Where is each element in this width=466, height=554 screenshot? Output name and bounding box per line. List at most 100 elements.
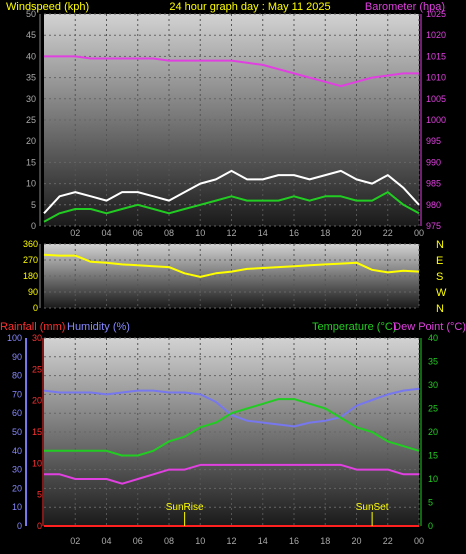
series-wind-direction (43, 253, 420, 278)
humidity-tick-label: 20 (12, 483, 22, 493)
temperature-tick-label: 5 (428, 498, 433, 508)
rainfall-tick-label: 20 (32, 396, 42, 406)
compass-label: N (436, 303, 444, 315)
bottom-x-tick: 14 (258, 536, 268, 546)
windspeed-tick-label: 0 (31, 221, 36, 231)
compass-label: W (436, 287, 447, 299)
humidity-tick-label: 70 (12, 389, 22, 399)
rainfall-tick-label: 10 (32, 458, 42, 468)
chart-title: 24 hour graph day : May 11 2025 (169, 1, 330, 13)
bottom-x-tick: 00 (414, 536, 424, 546)
series-humidity (43, 387, 420, 428)
series-temperature (44, 398, 420, 457)
barometer-tick-label: 1015 (426, 51, 446, 61)
temperature-tick-label: 25 (428, 404, 438, 414)
direction-tick-label: 0 (33, 303, 38, 313)
humidity-tick-label: 80 (12, 371, 22, 381)
humidity-tick-label: 0 (17, 521, 22, 531)
humidity-axis-title: Humidity (%) (67, 321, 130, 333)
wind-x-tick: 16 (289, 228, 299, 238)
series-barometer (44, 55, 419, 88)
wind-x-tick: 10 (195, 228, 205, 238)
humidity-tick-label: 90 (12, 352, 22, 362)
temperature-tick-label: 15 (428, 451, 438, 461)
compass-label: E (436, 255, 443, 267)
windspeed-tick-label: 50 (26, 9, 36, 19)
sunrise-label: SunRise (166, 502, 204, 513)
barometer-tick-label: 1010 (426, 73, 446, 83)
wind-x-tick: 04 (101, 228, 111, 238)
bottom-x-tick: 12 (226, 536, 236, 546)
sunset-label: SunSet (356, 502, 389, 513)
windspeed-tick-label: 25 (26, 115, 36, 125)
wind-x-tick: 12 (226, 228, 236, 238)
humidity-tick-label: 40 (12, 446, 22, 456)
windspeed-tick-label: 20 (26, 136, 36, 146)
barometer-tick-label: 1025 (426, 9, 446, 19)
humidity-tick-label: 30 (12, 465, 22, 475)
rainfall-tick-label: 25 (32, 364, 42, 374)
series-windspeed-gust (43, 169, 420, 214)
windspeed-tick-label: 45 (26, 30, 36, 40)
barometer-tick-label: 990 (426, 157, 441, 167)
barometer-tick-label: 1005 (426, 94, 446, 104)
compass-label: S (436, 271, 443, 283)
rainfall-tick-label: 30 (32, 333, 42, 343)
bottom-x-tick: 18 (320, 536, 330, 546)
bottom-x-tick: 02 (70, 536, 80, 546)
temperature-tick-label: 10 (428, 474, 438, 484)
bottom-x-tick: 10 (195, 536, 205, 546)
wind-x-tick: 14 (258, 228, 268, 238)
series-windspeed-average (43, 191, 420, 223)
humidity-tick-label: 10 (12, 502, 22, 512)
rainfall-tick-label: 5 (37, 490, 42, 500)
windspeed-tick-label: 5 (31, 200, 36, 210)
dewpoint-axis-title: Dew Point (°C) (393, 321, 466, 333)
barometer-tick-label: 975 (426, 221, 441, 231)
rainfall-tick-label: 0 (37, 521, 42, 531)
wind-x-tick: 08 (164, 228, 174, 238)
compass-label: N (436, 239, 444, 251)
temperature-tick-label: 30 (428, 380, 438, 390)
bottom-x-tick: 04 (101, 536, 111, 546)
barometer-tick-label: 1020 (426, 30, 446, 40)
barometer-tick-label: 980 (426, 200, 441, 210)
temperature-tick-label: 0 (428, 521, 433, 531)
series-dew-point (44, 463, 419, 485)
direction-tick-label: 90 (28, 287, 38, 297)
windspeed-tick-label: 40 (26, 51, 36, 61)
windspeed-tick-label: 10 (26, 179, 36, 189)
direction-tick-label: 180 (23, 271, 38, 281)
windspeed-tick-label: 35 (26, 73, 36, 83)
windspeed-tick-label: 30 (26, 94, 36, 104)
humidity-tick-label: 100 (7, 333, 22, 343)
temperature-tick-label: 40 (428, 333, 438, 343)
direction-tick-label: 270 (23, 255, 38, 265)
wind-x-tick: 00 (414, 228, 424, 238)
barometer-axis-title: Barometer (hpa) (365, 1, 445, 13)
humidity-tick-label: 60 (12, 408, 22, 418)
wind-x-tick: 22 (383, 228, 393, 238)
temperature-tick-label: 20 (428, 427, 438, 437)
barometer-tick-label: 985 (426, 179, 441, 189)
wind-x-tick: 06 (133, 228, 143, 238)
bottom-x-tick: 16 (289, 536, 299, 546)
bottom-x-tick: 06 (133, 536, 143, 546)
windspeed-tick-label: 15 (26, 157, 36, 167)
barometer-tick-label: 995 (426, 136, 441, 146)
bottom-x-tick: 20 (351, 536, 361, 546)
rainfall-tick-label: 15 (32, 427, 42, 437)
humidity-tick-label: 50 (12, 427, 22, 437)
direction-tick-label: 360 (23, 239, 38, 249)
temperature-axis-title: Temperature (°C) (312, 321, 396, 333)
temperature-tick-label: 35 (428, 357, 438, 367)
wind-x-tick: 02 (70, 228, 80, 238)
wind-x-tick: 18 (320, 228, 330, 238)
windspeed-axis-title: Windspeed (kph) (6, 1, 89, 13)
bottom-x-tick: 22 (383, 536, 393, 546)
barometer-tick-label: 1000 (426, 115, 446, 125)
rainfall-axis-title: Rainfall (mm) (0, 321, 65, 333)
wind-x-tick: 20 (351, 228, 361, 238)
bottom-x-tick: 08 (164, 536, 174, 546)
